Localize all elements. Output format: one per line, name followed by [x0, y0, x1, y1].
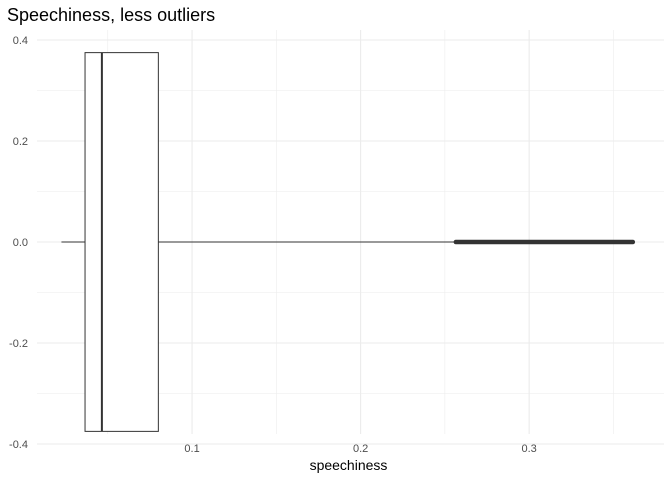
y-tick-label: 0.2	[13, 136, 28, 148]
x-tick-label: 0.3	[522, 443, 537, 455]
x-axis-title: speechiness	[310, 457, 388, 473]
y-tick-label: -0.2	[9, 338, 28, 350]
y-tick-labels: -0.4 -0.2 0.0 0.2 0.4	[9, 35, 28, 451]
x-tick-label: 0.1	[184, 443, 199, 455]
y-tick-label: 0.4	[13, 35, 28, 47]
y-tick-label: 0.0	[13, 237, 28, 249]
y-tick-label: -0.4	[9, 439, 28, 451]
x-tick-labels: 0.1 0.2 0.3	[184, 443, 536, 455]
chart-title: Speechiness, less outliers	[7, 5, 216, 25]
iqr-box	[84, 52, 159, 432]
box-marks	[61, 52, 636, 432]
x-tick-label: 0.2	[353, 443, 368, 455]
